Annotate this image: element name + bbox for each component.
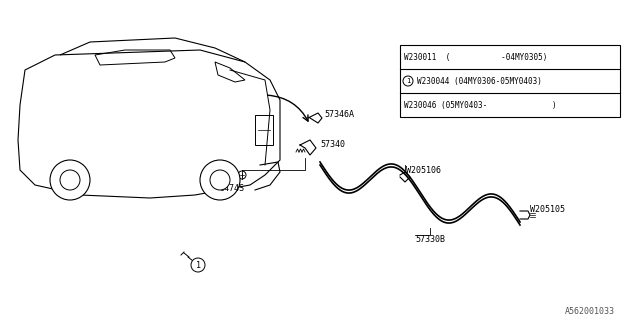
- Text: W230046 (05MY0403-              ): W230046 (05MY0403- ): [404, 100, 557, 109]
- Text: 57340: 57340: [320, 140, 345, 148]
- Text: W230011  (           -04MY0305): W230011 ( -04MY0305): [404, 52, 547, 61]
- Text: W230044 (04MY0306-05MY0403): W230044 (04MY0306-05MY0403): [417, 76, 542, 85]
- Text: W205106: W205106: [406, 165, 441, 174]
- Text: W205105: W205105: [530, 205, 565, 214]
- Circle shape: [200, 160, 240, 200]
- Text: 57346A: 57346A: [324, 109, 354, 118]
- Circle shape: [210, 170, 230, 190]
- Circle shape: [191, 258, 205, 272]
- Bar: [255, 115, 273, 145]
- Text: 1: 1: [406, 78, 410, 84]
- Circle shape: [403, 76, 413, 86]
- Circle shape: [238, 171, 246, 179]
- Circle shape: [60, 170, 80, 190]
- Text: 57330B: 57330B: [415, 236, 445, 244]
- Circle shape: [50, 160, 90, 200]
- Text: 1: 1: [195, 260, 200, 269]
- Text: A562001033: A562001033: [565, 308, 615, 316]
- Text: 0474S: 0474S: [220, 183, 244, 193]
- Bar: [400, 45, 620, 117]
